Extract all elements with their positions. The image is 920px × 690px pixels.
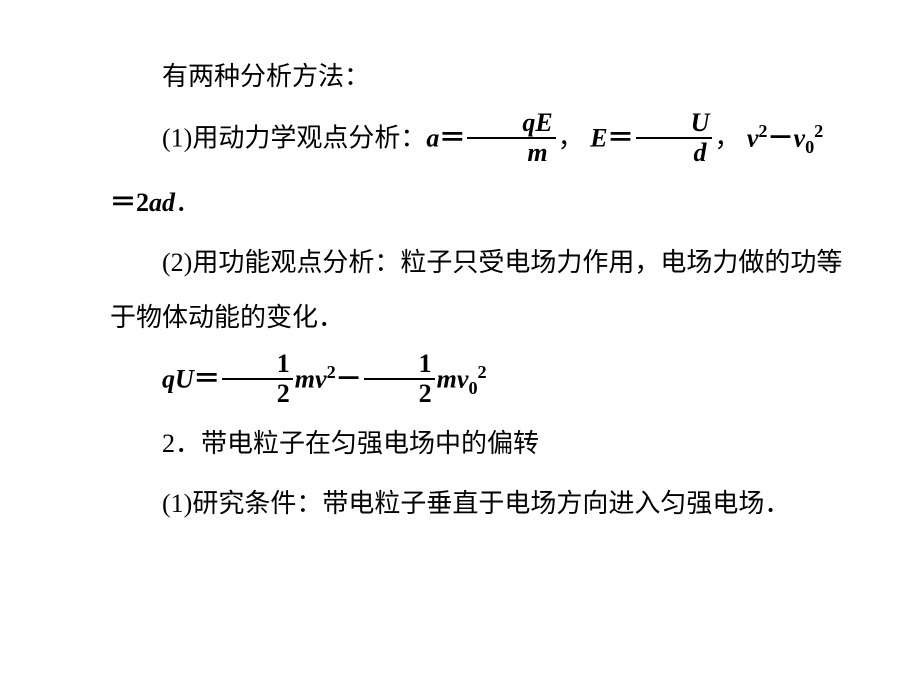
text-intro: 有两种分析方法：	[162, 62, 370, 91]
method1-prefix: (1)用动力学观点分析：	[162, 123, 426, 152]
sup-2d: 2	[478, 361, 487, 381]
sup-2c: 2	[327, 361, 336, 381]
eq-sign-2: ＝	[608, 123, 634, 152]
section2-title: 2．带电粒子在匀强电场中的偏转	[110, 417, 850, 472]
var-E: E	[590, 123, 607, 152]
energy-equation: qU＝12mv2－12mv02	[110, 352, 850, 411]
section2-cond-text: (1)研究条件：带电粒子垂直于电场方向进入匀强电场．	[162, 489, 790, 518]
eq-sign-4: ＝	[194, 364, 220, 393]
num-1b: 1	[364, 350, 435, 381]
section2-condition: (1)研究条件：带电粒子垂直于电场方向进入匀强电场．	[110, 477, 850, 532]
frac-qE-m: qEm	[467, 109, 555, 168]
method2-text: (2)用功能观点分析：粒子只受电场力作用，电场力做的功等于物体动能的变化．	[110, 236, 850, 345]
minus-1: －	[768, 123, 794, 152]
sup-2a: 2	[758, 121, 767, 141]
period-1: ．	[175, 188, 201, 217]
num-U: U	[636, 109, 713, 140]
section2-text: 2．带电粒子在匀强电场中的偏转	[162, 429, 539, 458]
minus-2: －	[336, 364, 362, 393]
comma-1: ，	[558, 123, 584, 152]
var-qU: qU	[162, 364, 194, 393]
sup-2b: 2	[814, 121, 823, 141]
num-qE: qE	[467, 109, 555, 140]
frac-U-d: Ud	[636, 109, 713, 168]
sub-0a: 0	[805, 136, 814, 156]
intro-line: 有两种分析方法：	[110, 50, 850, 105]
den-2b: 2	[364, 380, 435, 409]
var-mv1: mv	[295, 364, 327, 393]
method1-line2: ＝2ad．	[110, 176, 850, 231]
const-2: 2	[136, 188, 149, 217]
method2-body: (2)用功能观点分析：粒子只受电场力作用，电场力做的功等于物体动能的变化．	[110, 248, 842, 332]
var-v: v	[747, 123, 759, 152]
frac-half-2: 12	[364, 350, 435, 409]
eq-sign-3: ＝	[110, 188, 136, 217]
frac-half-1: 12	[222, 350, 293, 409]
var-ad: ad	[149, 188, 175, 217]
method1-line1: (1)用动力学观点分析：a＝qEm， E＝Ud， v2－v02	[110, 111, 850, 170]
sub-0b: 0	[468, 377, 477, 397]
den-d: d	[636, 139, 713, 168]
var-mv0: mv	[437, 364, 469, 393]
eq-sign-1: ＝	[439, 123, 465, 152]
den-m: m	[467, 139, 555, 168]
var-a: a	[426, 123, 439, 152]
var-v0: v	[794, 123, 806, 152]
den-2a: 2	[222, 380, 293, 409]
num-1a: 1	[222, 350, 293, 381]
comma-2: ，	[714, 123, 740, 152]
